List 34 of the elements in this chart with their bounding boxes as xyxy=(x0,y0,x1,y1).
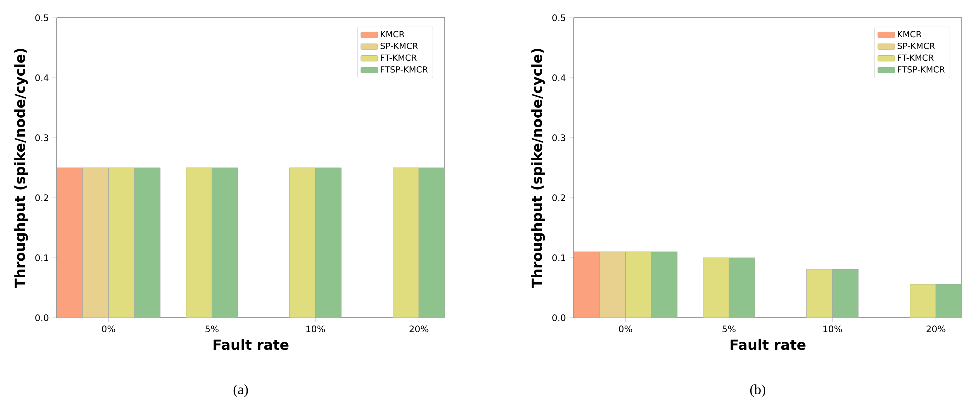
y-tick-label: 0.0 xyxy=(552,314,566,322)
text: (a) xyxy=(234,384,248,398)
y-tick-label: 0.2 xyxy=(36,194,48,202)
y-tick-label: 0.3 xyxy=(552,134,566,142)
legend-label: SP-KMCR xyxy=(380,42,418,50)
x-tick-label: 0% xyxy=(619,326,632,333)
y-tick-label: 0.4 xyxy=(36,74,49,82)
x-tick-label: 20% xyxy=(410,326,429,333)
y-tick-label: 0.1 xyxy=(552,254,566,262)
y-tick-label: 0.0 xyxy=(36,314,49,322)
legend-label: KMCR xyxy=(381,31,405,38)
y-tick-label: 0.3 xyxy=(36,134,49,142)
y-tick-label: 0.1 xyxy=(36,254,48,262)
legend-label: FT-KMCR xyxy=(898,54,934,62)
x-axis-title: Fault rate xyxy=(214,339,289,350)
y-axis-title: Throughput (spike/node/cycle) xyxy=(532,49,546,288)
x-tick-label: 5% xyxy=(206,326,219,333)
x-tick-label: 5% xyxy=(722,326,736,333)
x-tick-label: 20% xyxy=(926,326,946,333)
y-tick-label: 0.2 xyxy=(552,194,566,202)
legend-label: KMCR xyxy=(898,31,922,38)
x-tick-label: 10% xyxy=(306,326,326,333)
y-tick-label: 0.5 xyxy=(552,14,566,22)
x-axis-title: Fault rate xyxy=(730,339,806,350)
y-tick-label: 0.4 xyxy=(552,74,566,82)
legend-label: FTSP-KMCR xyxy=(898,66,945,73)
y-tick-label: 0.5 xyxy=(36,14,48,22)
y-axis-title: Throughput (spike/node/cycle) xyxy=(14,49,28,288)
legend-label: SP-KMCR xyxy=(898,42,936,50)
legend-label: FT-KMCR xyxy=(381,54,417,62)
legend-label: FTSP-KMCR xyxy=(381,66,428,73)
text: (b) xyxy=(750,384,766,398)
x-tick-label: 0% xyxy=(102,326,116,333)
x-tick-label: 10% xyxy=(824,326,842,333)
